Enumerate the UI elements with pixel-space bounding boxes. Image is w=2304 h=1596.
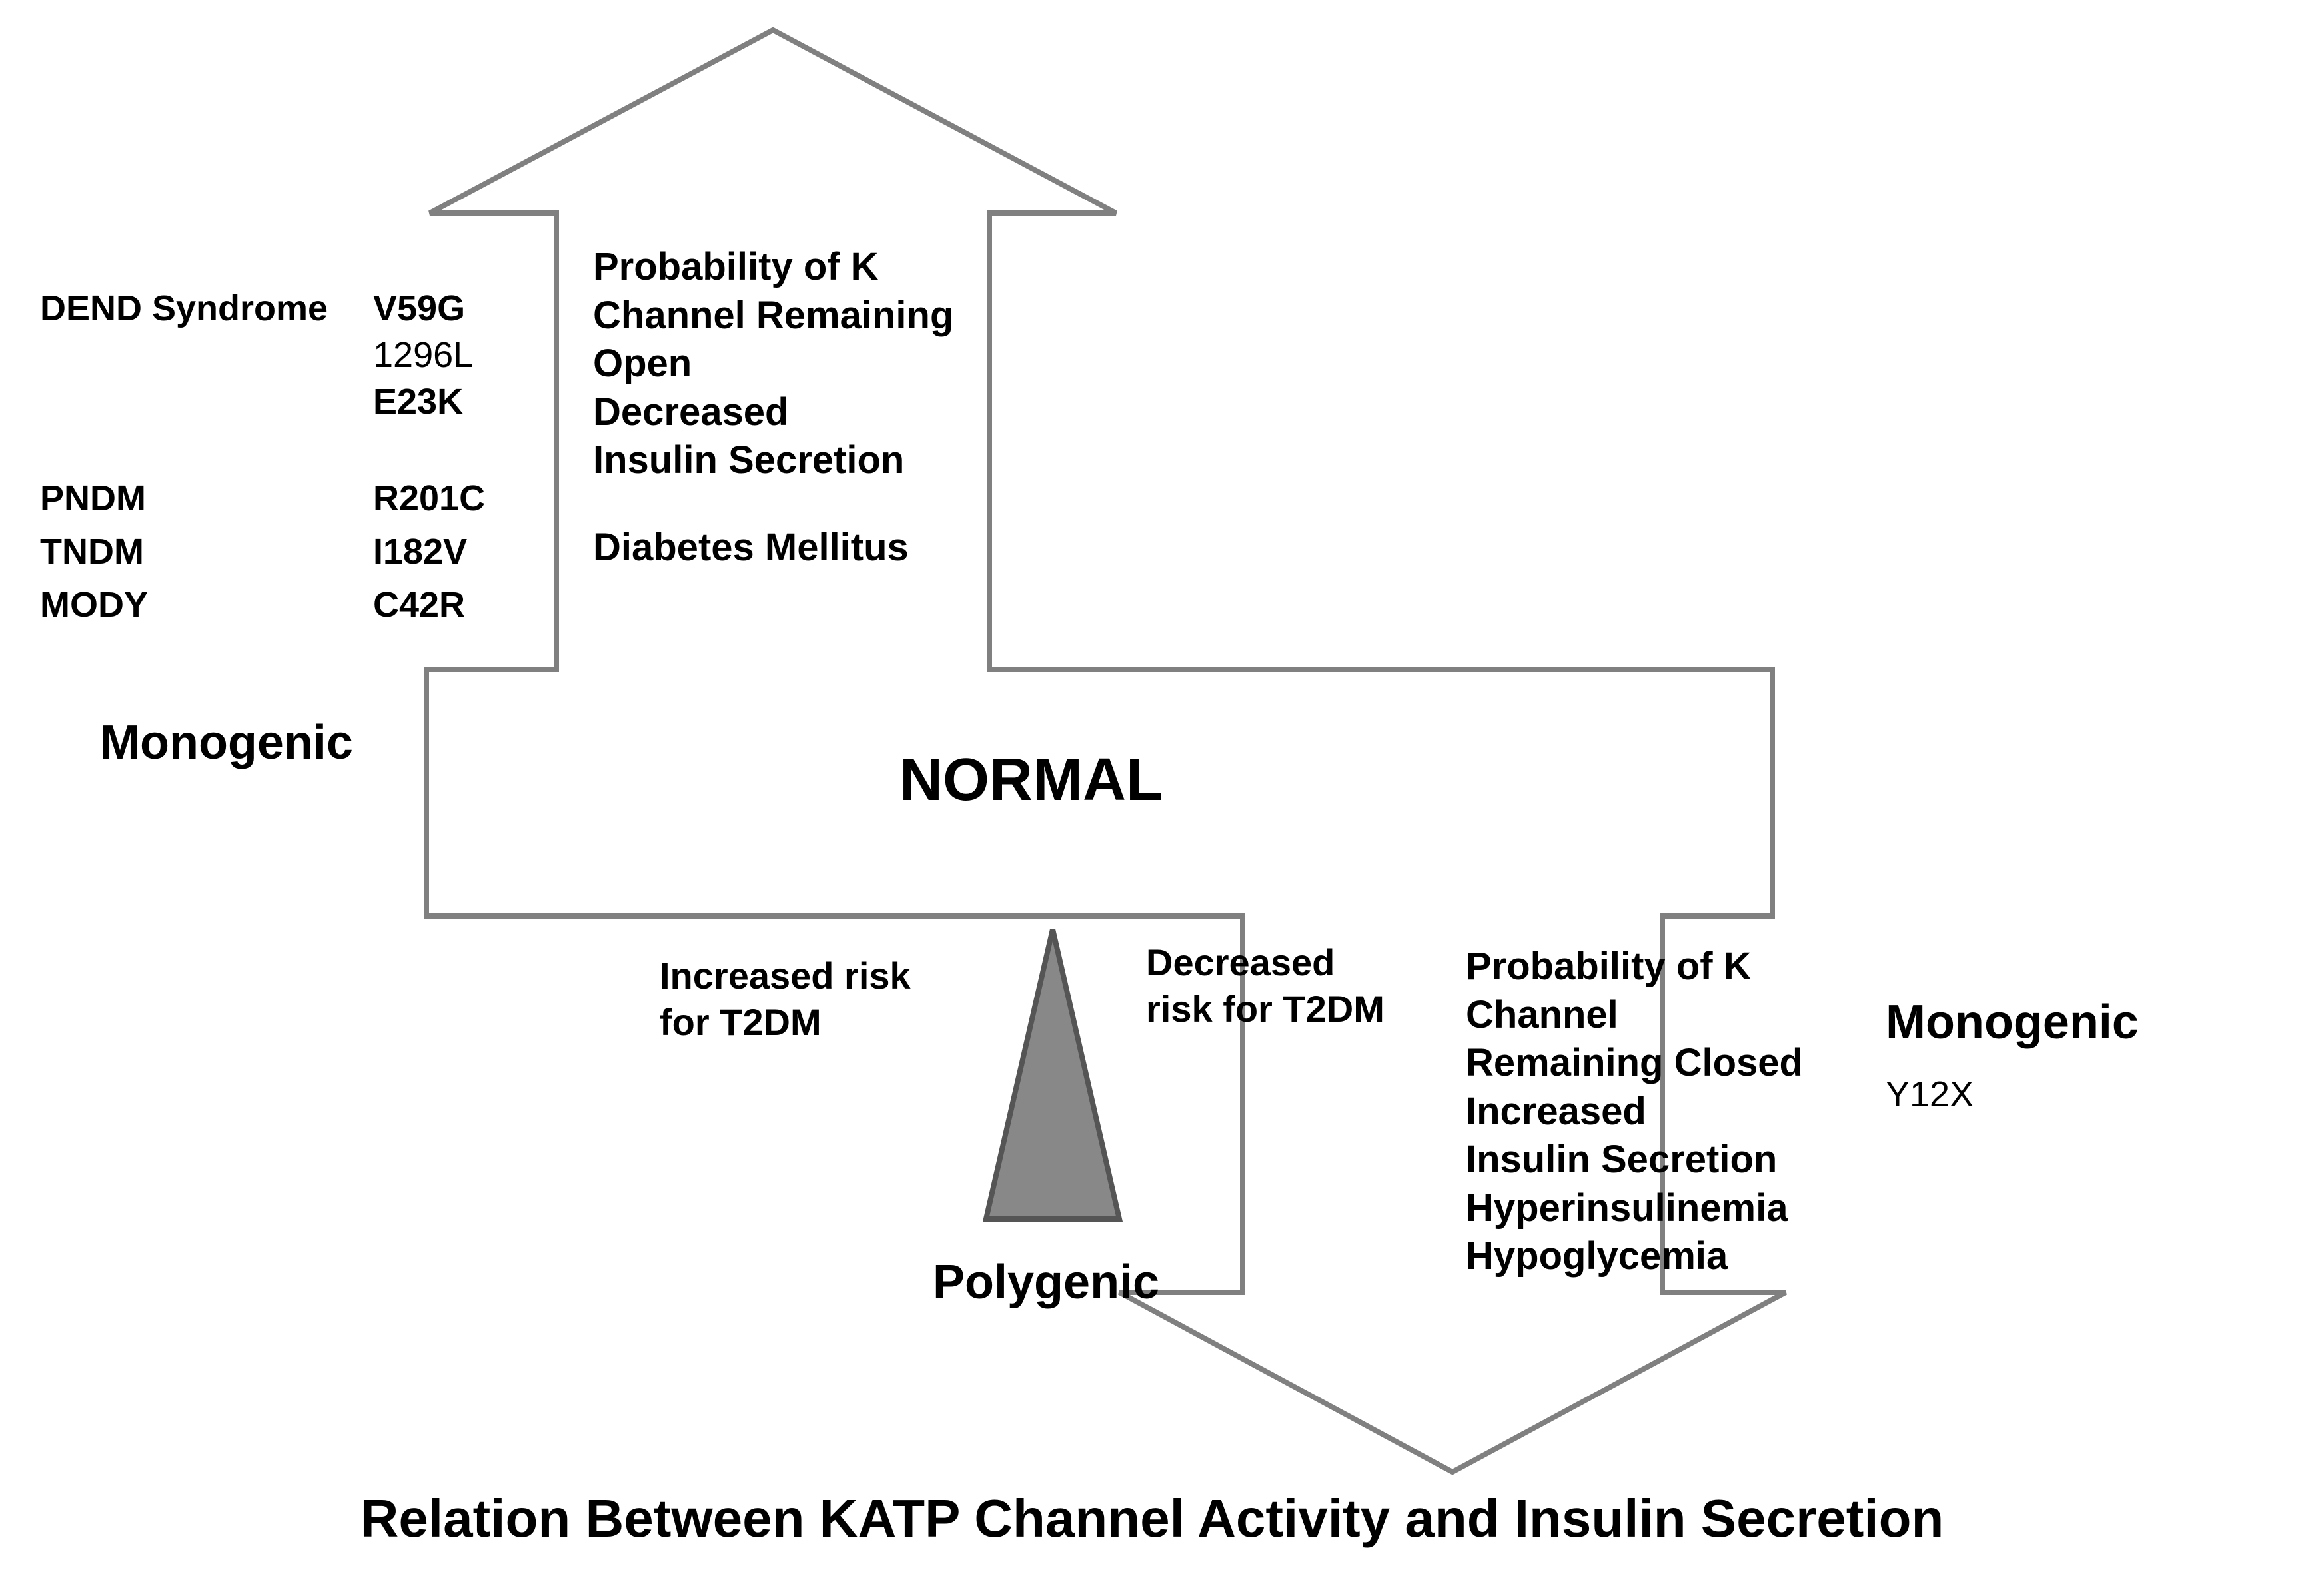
down-line-0: Probability of K (1466, 943, 1803, 991)
up-line-6: Diabetes Mellitus (593, 524, 953, 572)
increased-risk-l2: for T2DM (660, 999, 911, 1046)
mutation-v59g: V59G (373, 286, 465, 332)
down-line-4: Insulin Secretion (1466, 1136, 1803, 1184)
down-line-6: Hypoglycemia (1466, 1232, 1803, 1281)
up-line-5 (593, 485, 953, 524)
decreased-risk-l1: Decreased (1146, 939, 1385, 986)
decreased-risk-text: Decreased risk for T2DM (1146, 939, 1385, 1032)
down-arrow-text: Probability of K Channel Remaining Close… (1466, 943, 1803, 1281)
syndrome-mody: MODY (40, 583, 148, 628)
mutation-i182v: I182V (373, 530, 467, 575)
increased-risk-text: Increased risk for T2DM (660, 953, 911, 1046)
right-mutation-y12x: Y12X (1886, 1072, 1974, 1118)
decreased-risk-l2: risk for T2DM (1146, 986, 1385, 1032)
mutation-r201c: R201C (373, 476, 485, 522)
syndrome-pndm: PNDM (40, 476, 146, 522)
up-arrow-text: Probability of K Channel Remaining Open … (593, 243, 953, 572)
down-line-5: Hyperinsulinemia (1466, 1184, 1803, 1233)
up-line-1: Channel Remaining (593, 292, 953, 340)
down-line-2: Remaining Closed (1466, 1039, 1803, 1088)
up-line-3: Decreased (593, 388, 953, 437)
up-line-4: Insulin Secretion (593, 436, 953, 485)
increased-risk-l1: Increased risk (660, 953, 911, 999)
syndrome-tndm: TNDM (40, 530, 144, 575)
diagram-canvas: DEND Syndrome PNDM TNDM MODY V59G 1296L … (0, 0, 2304, 1596)
polygenic-label: Polygenic (933, 1252, 1159, 1312)
right-monogenic-label: Monogenic (1886, 993, 2139, 1052)
normal-label: NORMAL (899, 743, 1163, 818)
down-line-3: Increased (1466, 1088, 1803, 1136)
mutation-e23k: E23K (373, 380, 463, 425)
left-monogenic-label: Monogenic (100, 713, 353, 773)
diagram-title: Relation Between KATP Channel Activity a… (0, 1485, 2304, 1552)
syndrome-dend: DEND Syndrome (40, 286, 328, 332)
mutation-1296l: 1296L (373, 333, 473, 378)
down-line-1: Channel (1466, 991, 1803, 1040)
up-line-0: Probability of K (593, 243, 953, 292)
mutation-c42r: C42R (373, 583, 465, 628)
up-line-2: Open (593, 340, 953, 388)
